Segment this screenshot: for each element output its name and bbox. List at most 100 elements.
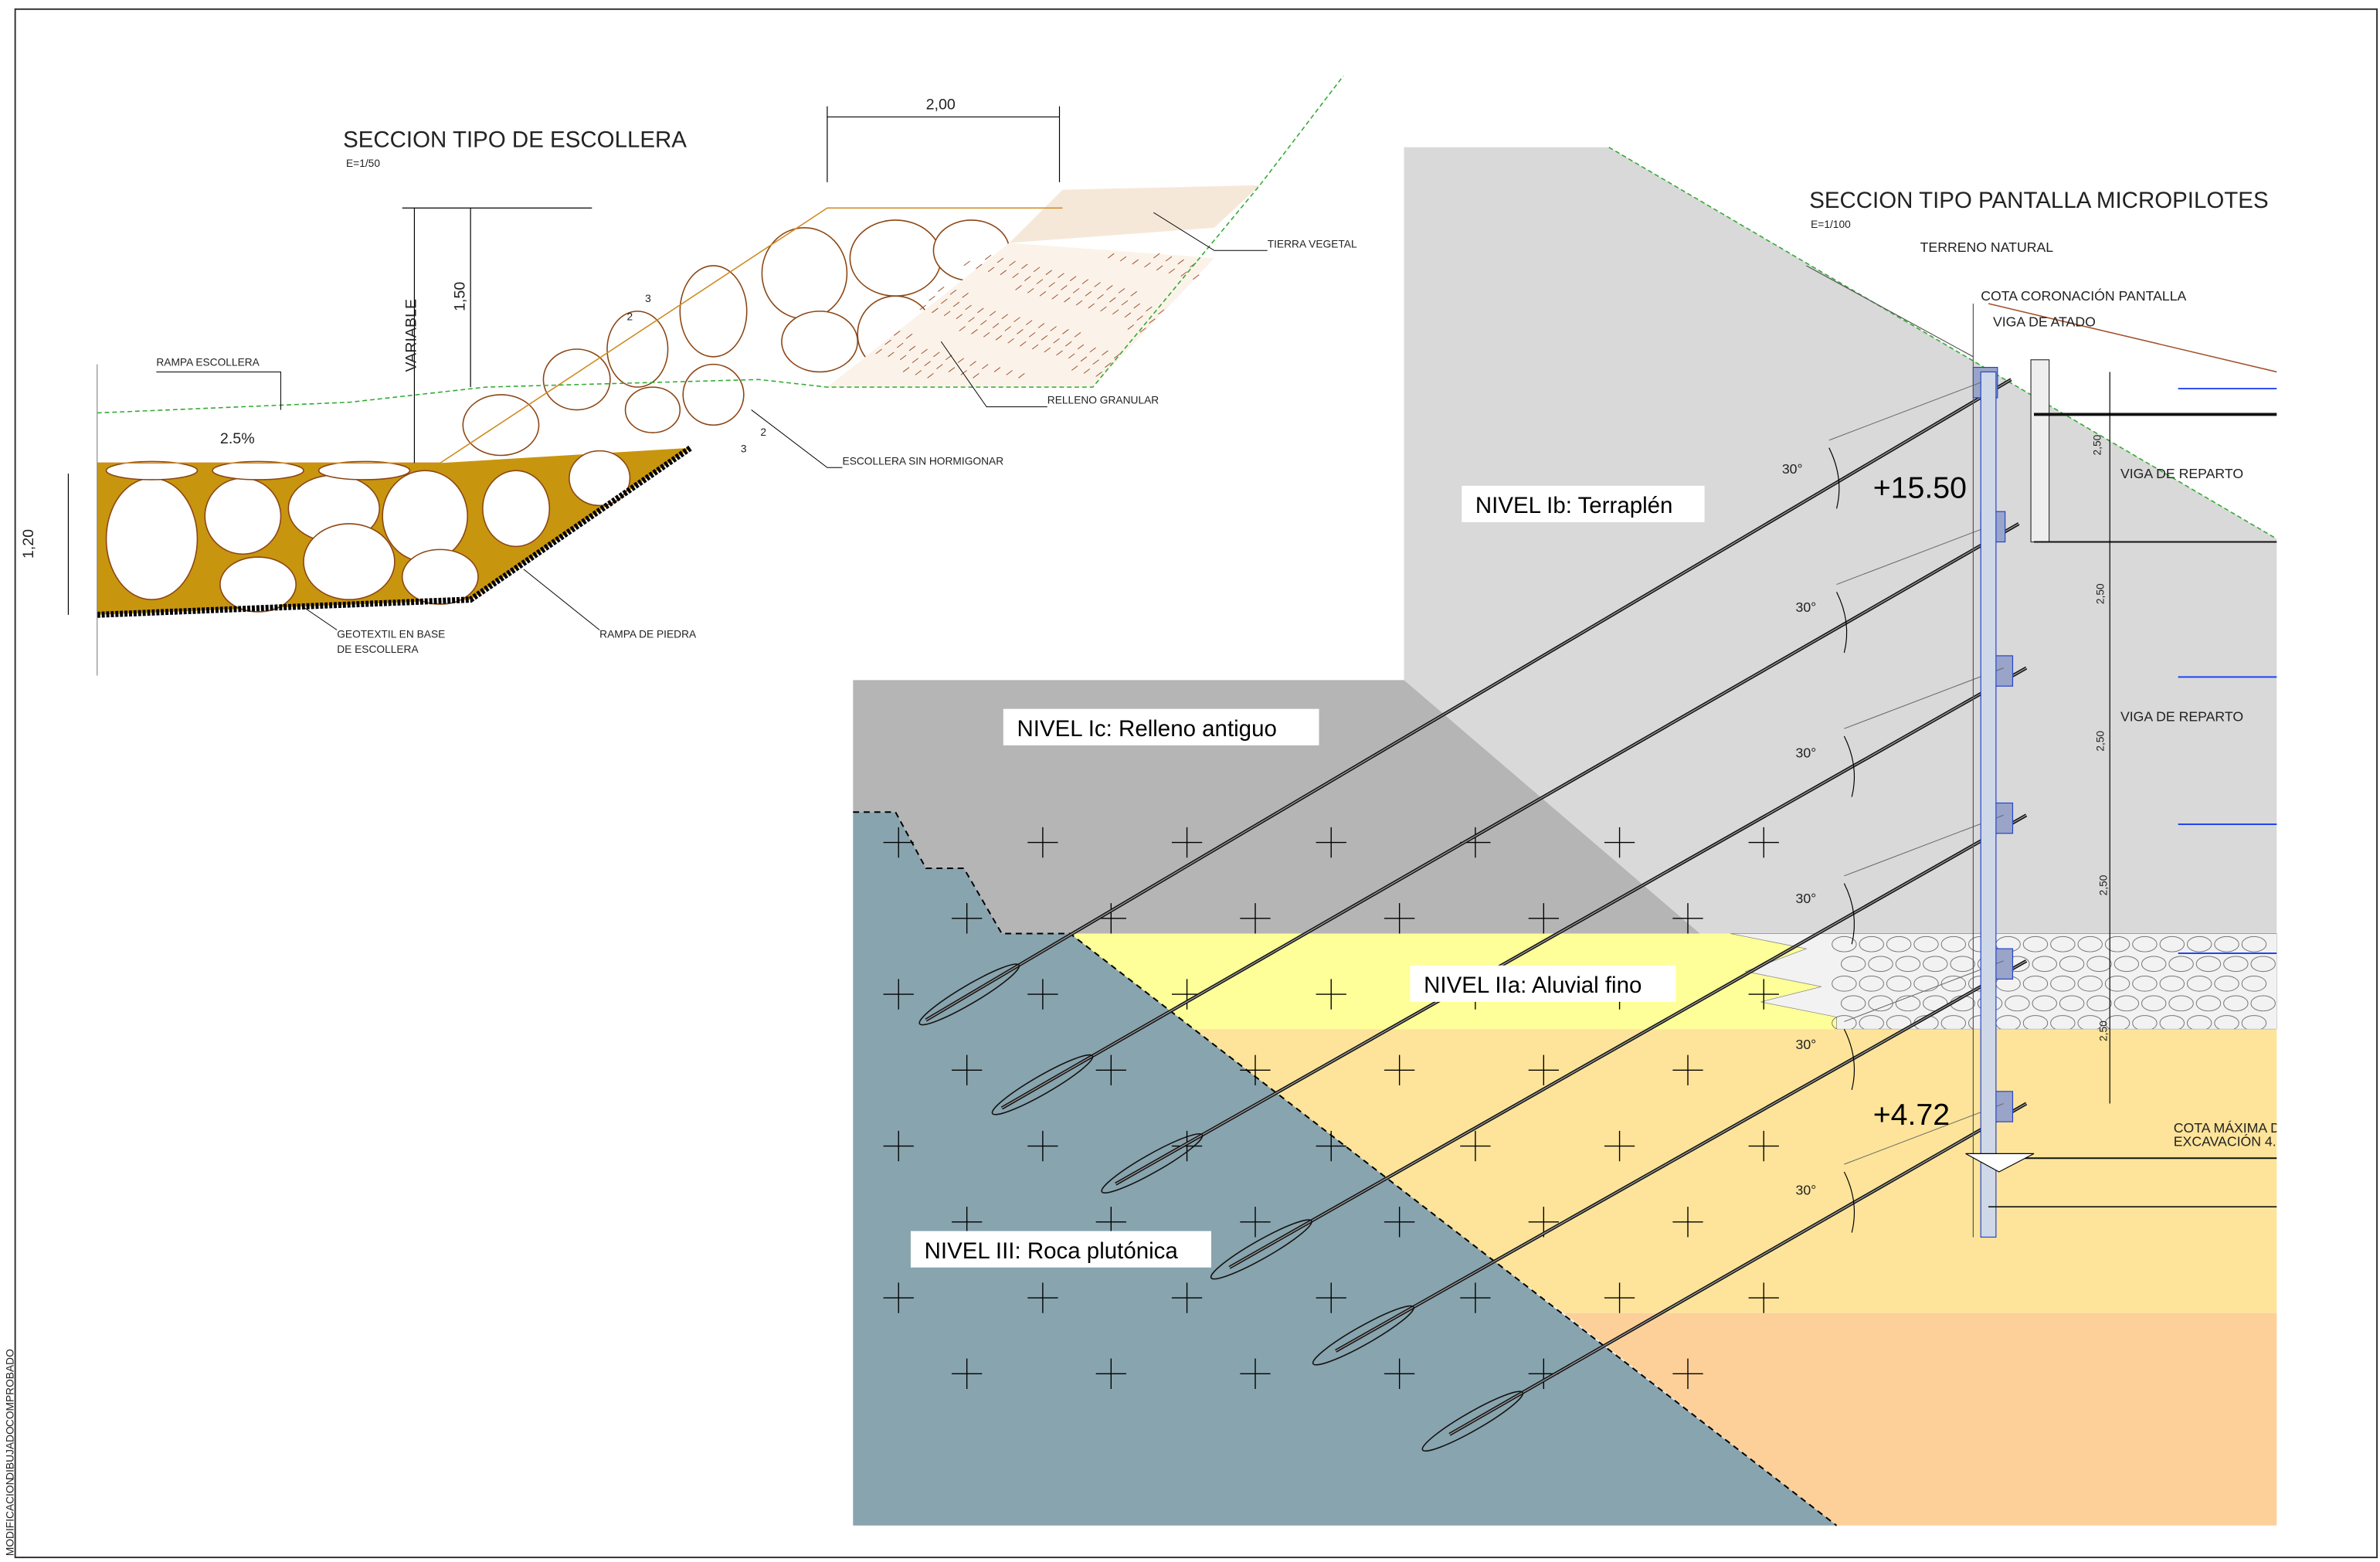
fill-hatch <box>992 323 1000 328</box>
fill-hatch <box>1113 353 1121 359</box>
fill-hatch <box>1020 341 1027 347</box>
stone <box>204 477 282 555</box>
fill-hatch <box>1006 370 1013 375</box>
fill-hatch <box>1001 314 1009 320</box>
fill-hatch <box>1144 262 1151 268</box>
pile-wall <box>1980 371 1997 1238</box>
sheet-border <box>14 8 2378 1559</box>
fill-hatch <box>1036 279 1044 284</box>
rock-symbol <box>1672 903 1703 934</box>
stone <box>1923 956 1948 973</box>
rock-symbol <box>1240 1207 1271 1238</box>
leader <box>156 371 282 410</box>
fill-hatch <box>973 373 980 379</box>
stone <box>1940 936 1967 952</box>
fill-hatch <box>963 260 970 267</box>
fill-hatch <box>960 370 967 375</box>
fill-hatch <box>980 320 987 325</box>
rock-symbol <box>1240 1054 1271 1085</box>
stone <box>2022 936 2049 952</box>
capping-beam <box>2030 359 2050 543</box>
label: VIGA DE REPARTO <box>2120 466 2243 481</box>
angle: 30° <box>1796 891 1817 906</box>
rock-symbol <box>952 1054 983 1085</box>
stone <box>2059 995 2085 1012</box>
fill-hatch <box>1013 317 1020 323</box>
label: EXCAVACIÓN 4. <box>2174 1133 2276 1149</box>
stone <box>2077 936 2103 952</box>
sidebar: DIBUJADO <box>5 1426 16 1480</box>
fill-hatch <box>1149 318 1156 324</box>
stone <box>2113 956 2140 973</box>
stone <box>2132 936 2158 952</box>
reference-line <box>1836 523 1997 586</box>
fill-hatch <box>1058 273 1064 279</box>
fill-hatch <box>1119 256 1127 262</box>
fill-hatch <box>1064 297 1071 303</box>
fill-hatch <box>1072 287 1080 294</box>
fill-hatch <box>962 292 969 298</box>
fill-hatch <box>1095 372 1102 377</box>
stone <box>2186 936 2212 952</box>
label: GEOTEXTIL EN BASE <box>337 628 445 640</box>
stone <box>1868 956 1893 973</box>
fill-hatch <box>993 367 1001 372</box>
stone <box>2250 995 2276 1012</box>
fill-hatch <box>949 289 957 295</box>
stone <box>1940 976 1967 992</box>
rock-symbol <box>883 979 914 1010</box>
fill-hatch <box>1024 276 1031 281</box>
stone <box>462 394 540 457</box>
natural-ground <box>1988 303 2277 373</box>
fill-hatch <box>1018 373 1025 379</box>
rock-symbol <box>1171 1130 1203 1162</box>
fill-hatch <box>989 311 996 317</box>
rock-symbol <box>1384 903 1415 934</box>
label: RAMPA ESCOLLERA <box>156 357 260 368</box>
stone <box>2241 936 2267 952</box>
rock-symbol <box>1316 827 1346 858</box>
dimension: 2,00 <box>926 97 956 114</box>
fill-hatch <box>894 331 901 336</box>
fill-hatch <box>938 287 945 292</box>
stone <box>2214 936 2239 952</box>
rock-symbol <box>1604 827 1635 858</box>
stone <box>2032 956 2057 973</box>
fill-hatch <box>1083 368 1091 374</box>
fill-hatch <box>1004 326 1011 331</box>
angle-arc <box>1828 447 1840 509</box>
fill-hatch <box>1065 341 1072 347</box>
reference-line <box>1828 379 1989 441</box>
fill-hatch <box>1112 309 1119 315</box>
fill-hatch <box>921 348 928 355</box>
fill-hatch <box>995 334 1003 341</box>
fill-hatch <box>1136 315 1143 321</box>
slope-ratio: 2 <box>760 426 766 438</box>
spacing: 2,50 <box>2094 731 2106 752</box>
angle: 30° <box>1796 1037 1817 1052</box>
fill-hatch <box>1156 265 1163 271</box>
fill-hatch <box>1033 267 1041 273</box>
gravel-zone <box>1730 933 2277 1030</box>
stone <box>2141 956 2167 973</box>
fill-hatch <box>1097 294 1104 300</box>
fill-hatch <box>983 331 990 338</box>
slope: 2.5% <box>220 430 255 447</box>
fill-hatch <box>1041 334 1048 341</box>
terrain-leader <box>1805 265 1974 358</box>
stone <box>1832 976 1857 992</box>
fill-hatch <box>1080 356 1088 362</box>
fill-hatch <box>1106 285 1113 290</box>
stone <box>1832 936 1857 952</box>
fill-hatch <box>976 263 983 270</box>
fill-hatch <box>1068 353 1075 359</box>
fill-hatch <box>965 304 972 311</box>
fill-hatch <box>1102 350 1109 356</box>
stone <box>682 363 745 426</box>
fill-hatch <box>1157 309 1165 315</box>
rock-symbol <box>952 1358 983 1389</box>
fill-hatch <box>1012 273 1019 279</box>
fill-hatch <box>1021 263 1028 270</box>
fill-hatch <box>1165 256 1173 262</box>
